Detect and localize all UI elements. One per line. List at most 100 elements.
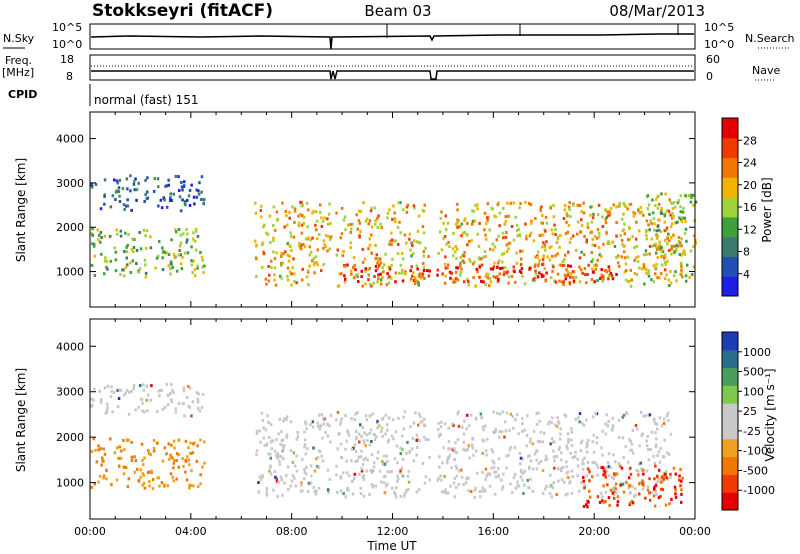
echo-cell [544,248,547,252]
echo-cell [402,427,405,431]
echo-cell [545,457,549,461]
echo-cell [585,474,588,478]
echo-cell [361,475,365,479]
echo-cell [466,243,469,247]
echo-cell [97,238,100,242]
echo-cell [254,201,257,205]
echo-cell [681,216,684,220]
echo-cell [449,447,452,451]
echo-cell [524,200,527,204]
echo-cell [356,459,359,463]
echo-cell [683,232,687,235]
echo-cell [190,259,193,263]
velocity-echo-cells [90,382,684,509]
echo-cell [367,222,370,226]
nsky-panel: N.Sky 10^5 10^0 N.Search 10^5 10^0 [3,21,795,51]
echo-cell [303,430,306,434]
echo-cell [682,206,685,210]
echo-cell [427,438,430,442]
echo-cell [564,493,567,497]
echo-cell [483,228,486,232]
echo-cell [655,262,658,266]
echo-cell [316,464,319,468]
echo-cell [422,266,426,270]
echo-cell [343,215,347,219]
echo-cell [534,263,537,267]
echo-cell [141,458,144,462]
echo-cell [414,411,417,415]
echo-cell [673,485,677,489]
echo-cell [354,268,357,272]
echo-cell [394,239,397,243]
echo-cell [282,252,285,256]
echo-cell [634,424,638,427]
echo-cell [669,201,673,205]
echo-cell [470,239,473,243]
echo-cell [191,237,195,241]
echo-cell [358,440,361,444]
echo-cell [163,446,167,450]
echo-cell [616,261,620,265]
echo-cell [505,454,508,458]
echo-cell [258,475,262,479]
echo-cell [474,486,477,490]
echo-cell [156,410,159,414]
echo-cell [379,222,382,226]
echo-cell [194,274,197,278]
echo-cell [126,439,129,443]
echo-cell [554,280,558,284]
echo-cell [186,251,190,255]
echo-cell [518,451,521,455]
echo-cell [688,275,691,279]
echo-cell [314,255,318,259]
echo-cell [535,412,538,415]
echo-cell [527,486,530,490]
echo-cell [567,264,570,268]
echo-cell [436,478,440,482]
echo-cell [486,437,489,441]
echo-cell [654,197,658,201]
echo-cell [376,450,380,454]
echo-cell [255,431,259,435]
echo-cell [515,229,519,233]
echo-cell [447,240,450,244]
echo-cell [612,477,615,481]
echo-cell [666,236,670,240]
echo-cell [277,480,280,484]
echo-cell [618,201,621,205]
echo-cell [286,223,289,227]
echo-cell [191,271,194,274]
echo-cell [657,202,661,206]
echo-cell [522,471,525,475]
power-colorbar-segment [722,157,738,178]
echo-cell [544,458,547,462]
echo-cell [563,253,567,257]
echo-cell [615,256,618,260]
echo-cell [534,255,537,259]
echo-cell [588,479,591,483]
echo-cell [163,198,166,202]
echo-cell [511,491,514,495]
echo-cell [117,456,120,460]
echo-cell [149,398,152,402]
echo-cell [531,467,535,471]
echo-cell [622,250,626,254]
echo-cell [566,230,570,234]
echo-cell [514,486,518,490]
echo-cell [633,259,636,262]
echo-cell [446,221,450,225]
echo-cell [633,211,637,215]
echo-cell [359,230,362,234]
echo-cell [194,229,198,233]
echo-cell [265,282,268,286]
echo-cell [461,253,464,257]
echo-cell [595,236,599,240]
echo-cell [646,207,650,211]
echo-cell [403,233,407,237]
echo-cell [396,461,399,465]
echo-cell [590,277,594,281]
echo-cell [436,428,440,431]
echo-cell [684,227,688,231]
echo-cell [417,281,420,285]
echo-cell [484,255,487,258]
